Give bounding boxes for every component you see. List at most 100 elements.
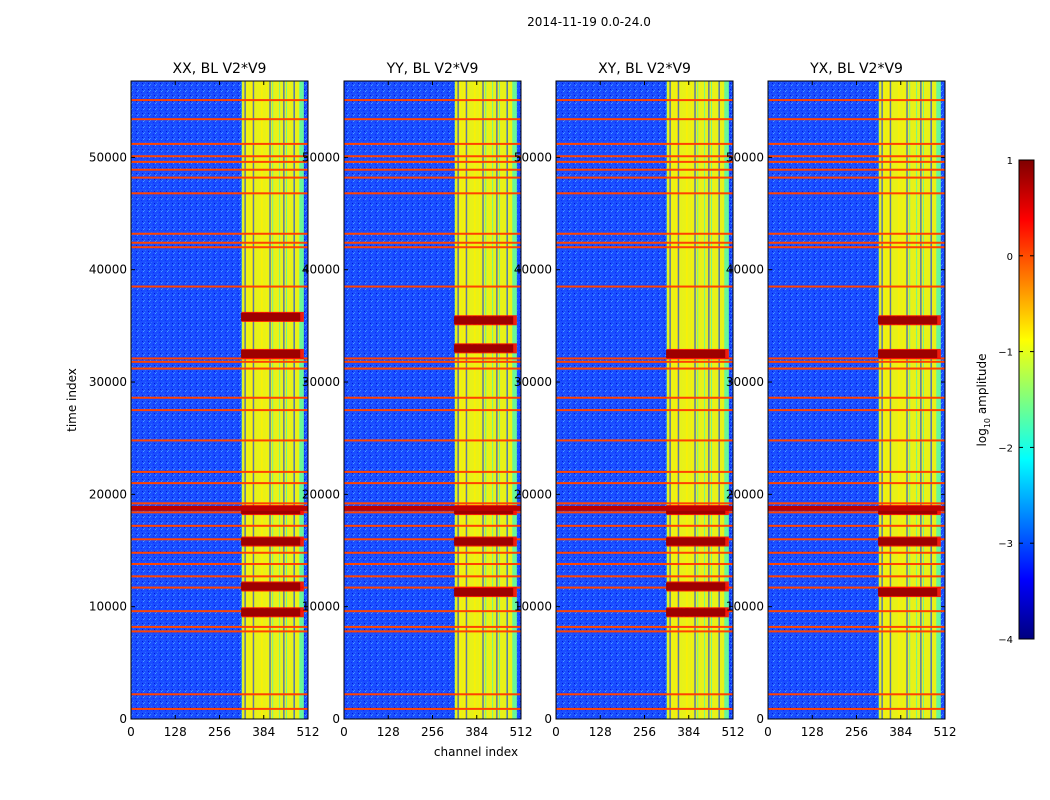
strong-band-cell — [923, 349, 932, 358]
strong-band-cell — [492, 588, 501, 597]
flag-line — [344, 155, 521, 158]
channel-gap — [482, 81, 484, 719]
flag-line — [556, 482, 733, 485]
flag-line — [768, 176, 945, 179]
panel-title: XX, BL V2*V9 — [173, 61, 267, 77]
strong-band-cell — [260, 537, 269, 546]
strong-band-cell — [902, 588, 911, 597]
flag-line — [344, 409, 521, 412]
colorbar-ticks: 1 0 −1 −2 −3 −4 — [998, 156, 1034, 646]
strong-band-cell — [468, 344, 477, 353]
y-tick-label: 30000 — [302, 375, 340, 389]
channel-gap — [496, 81, 498, 719]
flag-line — [131, 707, 308, 710]
strong-band-cell — [690, 608, 699, 617]
strong-band-cell — [897, 588, 906, 597]
panel-4: YX, BL V2*V9 0 128 256 384 512 0 10000 20000 3000… — [726, 61, 957, 739]
strong-band-cell — [265, 349, 274, 358]
y-tick-label: 20000 — [726, 487, 764, 501]
strong-band-cell — [929, 537, 938, 546]
flag-line — [344, 192, 521, 195]
strong-band-cell — [265, 537, 274, 546]
flag-line — [131, 562, 308, 565]
flag-line — [131, 232, 308, 235]
strong-band-cell — [272, 608, 281, 617]
channel-gap — [244, 81, 246, 719]
flag-line — [768, 192, 945, 195]
y-tick-label: 20000 — [302, 487, 340, 501]
strong-band-cell — [697, 582, 706, 591]
flag-line — [131, 241, 308, 244]
channel-column — [898, 81, 905, 719]
strong-band-cell — [909, 349, 918, 358]
channel-column — [460, 81, 467, 719]
flag-line — [344, 232, 521, 235]
flag-line — [344, 482, 521, 485]
flag-line — [556, 538, 733, 541]
flag-line — [768, 285, 945, 288]
strong-band-cell — [260, 312, 269, 321]
strong-band-cell — [886, 537, 895, 546]
flag-line — [768, 538, 945, 541]
strong-band-cell — [909, 537, 918, 546]
strong-band-cell — [666, 537, 675, 546]
channel-column — [924, 81, 931, 719]
strong-band-cell — [909, 316, 918, 325]
flag-line — [556, 562, 733, 565]
strong-band-cell — [697, 349, 706, 358]
strong-band-cell — [478, 344, 487, 353]
y-tick-label: 40000 — [302, 263, 340, 277]
strong-band-cell — [717, 582, 726, 591]
strong-band-cell — [492, 537, 501, 546]
flag-line — [131, 360, 308, 363]
channel-gap — [677, 81, 680, 719]
strong-band-cell — [666, 349, 675, 358]
strong-band-cell — [711, 349, 720, 358]
strong-band-cell — [499, 316, 508, 325]
flag-line — [344, 551, 521, 554]
channel-column — [672, 81, 679, 719]
strong-band-cell — [241, 608, 250, 617]
flag-line — [131, 586, 308, 589]
strong-band-cell — [279, 608, 288, 617]
flag-line — [556, 176, 733, 179]
strong-band-cell — [255, 349, 264, 358]
rfi-band — [556, 505, 733, 511]
y-tick-label: 40000 — [726, 263, 764, 277]
flag-line — [556, 439, 733, 442]
flag-line — [131, 160, 308, 163]
x-tick-label: 384 — [465, 725, 488, 739]
flag-line — [131, 470, 308, 473]
strong-band-cell — [265, 582, 274, 591]
strong-band-cell — [255, 582, 264, 591]
flag-line — [131, 357, 308, 360]
strong-band-cell — [286, 582, 295, 591]
heatmap — [131, 81, 308, 719]
strong-band-cell — [892, 588, 901, 597]
flag-line — [768, 118, 945, 121]
colorbar-gradient — [1018, 159, 1035, 640]
strong-band-cell — [878, 588, 887, 597]
strong-band-cell — [255, 537, 264, 546]
x-tick-label: 128 — [801, 725, 824, 739]
strong-band-cell — [492, 316, 501, 325]
flag-line — [556, 160, 733, 163]
strong-band-cell — [505, 588, 514, 597]
x-tick-label: 128 — [164, 725, 187, 739]
flag-line — [131, 439, 308, 442]
flag-line — [556, 168, 733, 171]
strong-band-cell — [241, 582, 250, 591]
strong-band-cell — [279, 312, 288, 321]
colorbar-tick-label: −1 — [998, 348, 1013, 359]
y-axis-label: time index — [65, 368, 79, 432]
strong-band-cell — [292, 582, 301, 591]
channel-gap — [718, 81, 720, 719]
flag-line — [344, 610, 521, 613]
flag-line — [556, 610, 733, 613]
strong-band-cell — [485, 537, 494, 546]
strong-band-cell — [272, 312, 281, 321]
x-tick-label: 384 — [252, 725, 275, 739]
flag-line — [768, 586, 945, 589]
strong-band-cell — [897, 316, 906, 325]
